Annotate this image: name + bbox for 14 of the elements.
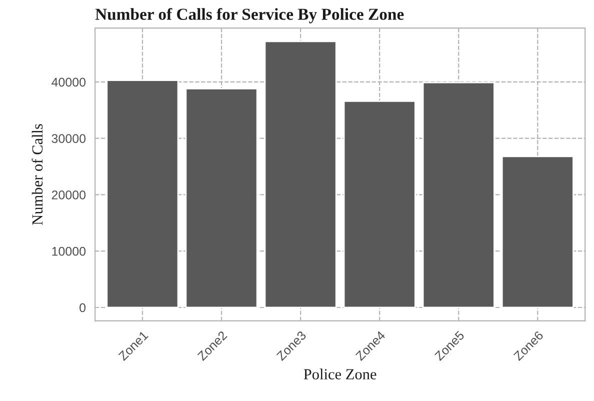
y-tick-label: 20000	[52, 190, 86, 200]
y-tick-label: 40000	[52, 78, 86, 87]
y-tick-label: 30000	[52, 134, 86, 144]
y-tick-label: 10000	[52, 246, 86, 256]
y-axis-title: Number of Calls	[32, 124, 43, 225]
bar	[501, 156, 574, 308]
bar	[422, 82, 495, 308]
x-axis-title: Police Zone	[304, 368, 376, 380]
bar	[106, 80, 179, 308]
y-tick-label: 0	[80, 303, 86, 312]
bar	[343, 100, 416, 308]
bar	[264, 40, 337, 308]
bar	[185, 88, 258, 308]
chart-title: Number of Calls for Service By Police Zone	[95, 8, 404, 24]
